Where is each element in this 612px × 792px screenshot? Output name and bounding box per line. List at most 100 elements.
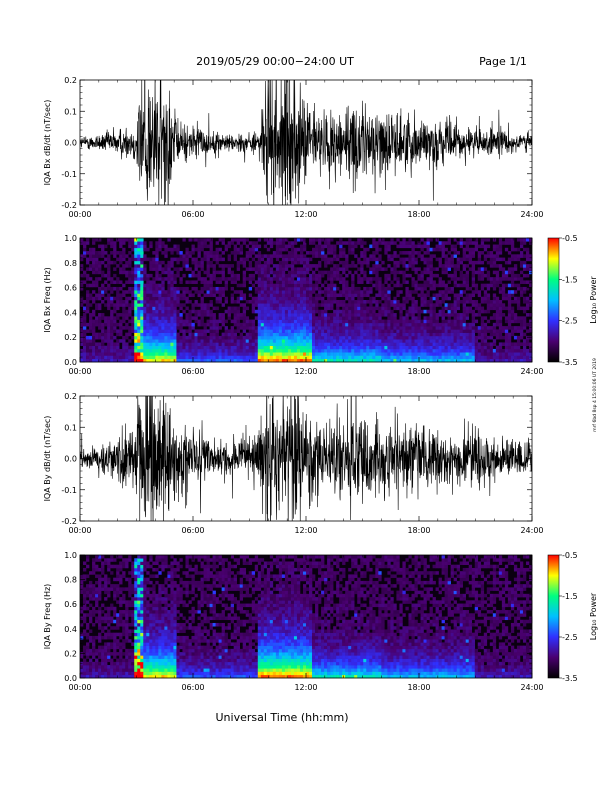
spectrogram-cell	[98, 251, 102, 255]
spectrogram-cell	[306, 300, 310, 304]
spectrogram-cell	[119, 257, 123, 262]
spectrogram-cell	[408, 264, 412, 268]
spectrogram-cell	[200, 296, 204, 301]
spectrogram-cell	[384, 273, 388, 278]
spectrogram-cell	[306, 319, 310, 324]
spectrogram-cell	[399, 251, 403, 255]
spectrogram-cell	[486, 342, 491, 346]
spectrogram-cell	[456, 345, 460, 350]
spectrogram-cell	[513, 352, 518, 356]
spectrogram-cell	[233, 251, 237, 255]
spectrogram-cell	[456, 316, 460, 320]
spectrogram-cell	[393, 326, 397, 330]
spectrogram-cell	[309, 238, 313, 242]
spectrogram-cell	[119, 319, 123, 324]
spectrogram-cell	[254, 339, 259, 343]
spectrogram-cell	[134, 339, 138, 343]
spectrogram-cell	[471, 322, 476, 327]
spectrogram-cell	[426, 257, 430, 262]
spectrogram-cell	[179, 267, 183, 271]
spectrogram-cell	[522, 286, 527, 291]
spectrogram-cell	[357, 303, 361, 307]
spectrogram-cell	[272, 319, 277, 324]
spectrogram-cell	[465, 296, 470, 301]
spectrogram-cell	[89, 335, 93, 340]
spectrogram-cell	[197, 244, 201, 249]
spectrogram-cell	[375, 322, 379, 327]
spectrogram-cell	[516, 345, 521, 350]
spectrogram-cell	[245, 257, 250, 262]
spectrogram-cell	[312, 335, 316, 340]
spectrogram-cell	[522, 332, 527, 337]
spectrogram-cell	[89, 303, 93, 307]
spectrogram-cell	[351, 260, 355, 265]
spectrogram-cell	[414, 355, 418, 360]
spectrogram-cell	[101, 658, 105, 663]
spectrogram-cell	[284, 348, 289, 353]
spectrogram-cell	[89, 639, 93, 643]
spectrogram-cell	[372, 277, 376, 281]
spectrogram-cell	[92, 584, 96, 588]
spectrogram-cell	[330, 270, 334, 275]
spectrogram-cell	[483, 335, 488, 340]
spectrogram-cell	[269, 280, 274, 284]
spectrogram-cell	[140, 273, 144, 278]
spectrogram-cell	[83, 254, 87, 258]
spectrogram-cell	[143, 332, 147, 337]
spectrogram-cell	[363, 306, 367, 311]
spectrogram-cell	[318, 280, 322, 284]
spectrogram-cell	[83, 597, 87, 601]
spectrogram-cell	[278, 309, 283, 314]
spectrogram-cell	[269, 309, 274, 314]
spectrogram-cell	[164, 247, 168, 252]
spectrogram-cell	[381, 322, 385, 327]
spectrogram-cell	[465, 293, 470, 298]
spectrogram-cell	[453, 273, 457, 278]
spectrogram-cell	[89, 264, 93, 268]
spectrogram-cell	[101, 322, 105, 327]
spectrogram-cell	[299, 244, 304, 249]
spectrogram-cell	[137, 332, 141, 337]
spectrogram-cell	[372, 322, 376, 327]
spectrogram-cell	[89, 610, 93, 614]
spectrogram-cell	[113, 247, 117, 252]
spectrogram-cell	[501, 273, 506, 278]
spectrogram-cell	[405, 345, 409, 350]
spectrogram-cell	[302, 355, 307, 360]
spectrogram-cell	[315, 303, 319, 307]
spectrogram-cell	[158, 300, 162, 304]
spectrogram-cell	[309, 355, 313, 360]
spectrogram-cell	[468, 348, 473, 353]
spectrogram-cell	[104, 273, 108, 278]
spectrogram-cell	[134, 326, 138, 330]
spectrogram-cell	[299, 335, 304, 340]
spectrogram-cell	[366, 358, 370, 363]
spectrogram-cell	[218, 348, 222, 353]
spectrogram-cell	[158, 326, 162, 330]
spectrogram-cell	[116, 316, 120, 320]
spectrogram-cell	[318, 273, 322, 278]
spectrogram-cell	[312, 342, 316, 346]
spectrogram-cell	[426, 342, 430, 346]
spectrogram-cell	[263, 260, 268, 265]
spectrogram-cell	[95, 306, 99, 311]
spectrogram-cell	[444, 345, 448, 350]
spectrogram-cell	[146, 339, 150, 343]
spectrogram-cell	[134, 342, 138, 346]
spectrogram-cell	[170, 309, 174, 314]
spectrogram-cell	[179, 335, 183, 340]
spectrogram-cell	[125, 345, 129, 350]
spectrogram-cell	[471, 283, 476, 288]
spectrogram-cell	[173, 339, 177, 343]
spectrogram-cell	[272, 316, 277, 320]
spectrogram-cell	[345, 339, 349, 343]
spectrogram-cell	[480, 339, 485, 343]
spectrogram-cell	[299, 303, 304, 307]
panel-axes-bx_waveform: 0.20.10.0-0.1-0.200:00 06:00 12:00 18:00 24:…	[43, 76, 544, 219]
spectrogram-cell	[492, 352, 497, 356]
spectrogram-cell	[293, 260, 298, 265]
spectrogram-cell	[80, 332, 84, 337]
spectrogram-cell	[375, 339, 379, 343]
spectrogram-cell	[486, 293, 491, 298]
spectrogram-cell	[483, 358, 488, 363]
